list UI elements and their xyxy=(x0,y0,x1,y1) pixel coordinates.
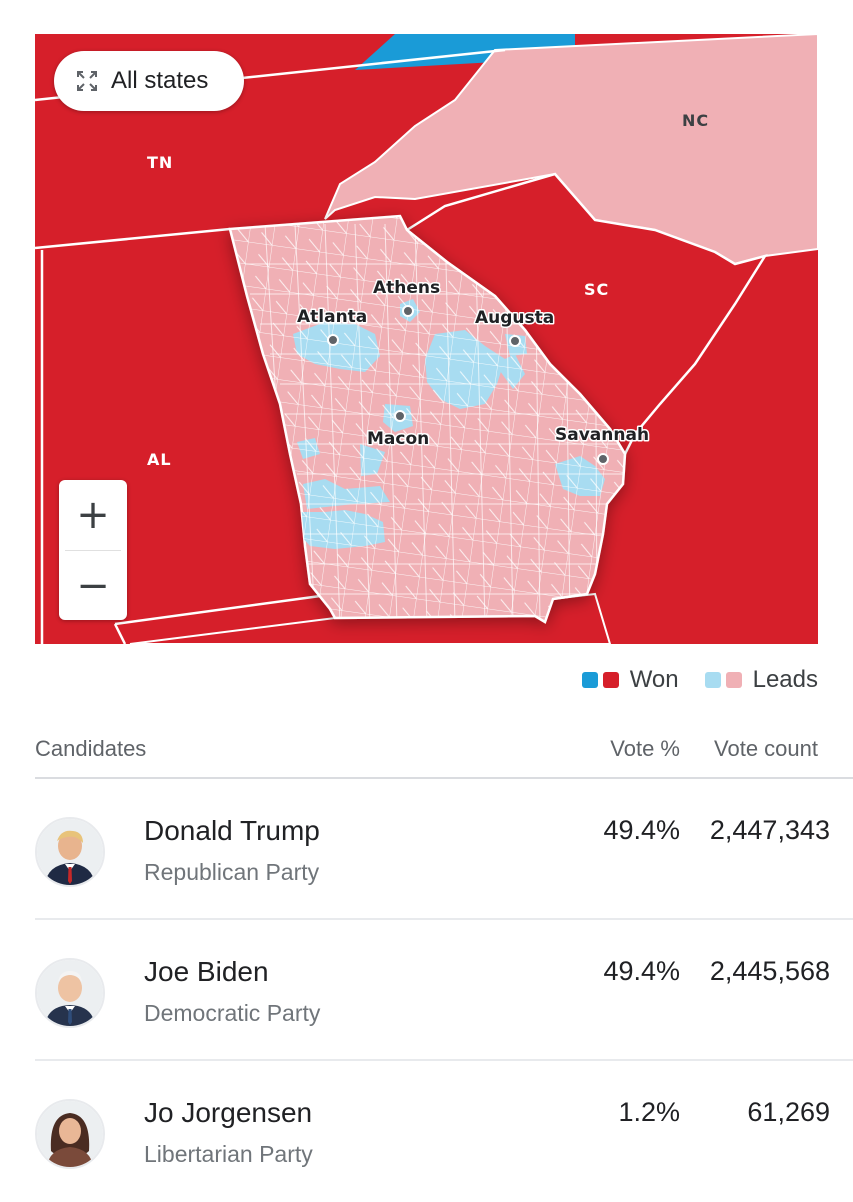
city-label-atlanta: Atlanta xyxy=(297,307,367,327)
city-dot-athens[interactable] xyxy=(402,305,414,317)
legend-swatch-leads-dem xyxy=(704,672,721,688)
candidate-name: Jo Jorgensen xyxy=(144,1097,313,1128)
candidate-vote-pct: 49.4% xyxy=(603,815,680,845)
candidate-name: Joe Biden xyxy=(144,956,269,987)
candidate-party: Democratic Party xyxy=(144,1000,321,1026)
city-dot-macon[interactable] xyxy=(394,410,406,422)
city-dot-augusta[interactable] xyxy=(509,335,521,347)
zoom-divider xyxy=(65,550,121,551)
city-dot-atlanta[interactable] xyxy=(327,334,339,346)
state-label-tn: TN xyxy=(147,153,173,172)
header-vote-pct: Vote % xyxy=(610,735,680,761)
map-canvas[interactable]: TN NC SC AL Atlanta Athens Augusta Macon… xyxy=(35,34,818,644)
election-map[interactable]: TN NC SC AL Atlanta Athens Augusta Macon… xyxy=(35,34,818,644)
state-label-al: AL xyxy=(147,450,172,469)
legend-swatch-won-rep xyxy=(602,672,619,688)
legend-won-label: Won xyxy=(629,666,679,693)
candidate-vote-count: 2,447,343 xyxy=(709,815,830,845)
zoom-control: + − xyxy=(59,480,127,620)
city-label-macon: Macon xyxy=(367,429,429,449)
state-label-nc: NC xyxy=(682,111,709,130)
candidate-avatar-biden xyxy=(35,958,105,1028)
candidate-vote-count: 2,445,568 xyxy=(709,956,830,986)
legend-swatch-leads-rep xyxy=(725,672,742,688)
candidate-avatar-jorgensen xyxy=(35,1099,105,1169)
legend-swatch-won-dem xyxy=(581,672,598,688)
candidate-name: Donald Trump xyxy=(144,815,320,846)
city-label-augusta: Augusta xyxy=(475,308,554,328)
header-candidates: Candidates xyxy=(35,735,147,761)
candidate-avatar-trump xyxy=(35,817,105,887)
zoom-in-button[interactable]: + xyxy=(76,492,110,538)
candidate-row[interactable]: Joe Biden Democratic Party 49.4% 2,445,5… xyxy=(35,920,853,1061)
candidate-vote-pct: 49.4% xyxy=(603,956,680,986)
all-states-label: All states xyxy=(111,67,209,94)
expand-icon xyxy=(77,71,97,91)
candidate-party: Republican Party xyxy=(144,859,320,885)
state-label-sc: SC xyxy=(584,280,609,299)
candidate-vote-pct: 1.2% xyxy=(618,1097,680,1127)
all-states-button[interactable]: All states xyxy=(54,51,244,111)
state-nc-region[interactable] xyxy=(324,34,818,266)
city-dot-savannah[interactable] xyxy=(597,453,609,465)
results-table: Candidates Vote % Vote count Donald Trum… xyxy=(35,720,853,1202)
map-legend: Won Leads xyxy=(581,666,818,694)
candidate-vote-count: 61,269 xyxy=(747,1097,830,1127)
candidate-party: Libertarian Party xyxy=(144,1141,313,1167)
city-label-athens: Athens xyxy=(373,278,440,298)
candidate-row[interactable]: Donald Trump Republican Party 49.4% 2,44… xyxy=(35,779,853,920)
city-label-savannah: Savannah xyxy=(555,425,649,445)
header-vote-count: Vote count xyxy=(714,735,818,761)
legend-leads-label: Leads xyxy=(752,666,818,693)
candidate-row[interactable]: Jo Jorgensen Libertarian Party 1.2% 61,2… xyxy=(35,1061,853,1202)
zoom-out-button[interactable]: − xyxy=(76,563,110,609)
table-header: Candidates Vote % Vote count xyxy=(35,720,853,779)
